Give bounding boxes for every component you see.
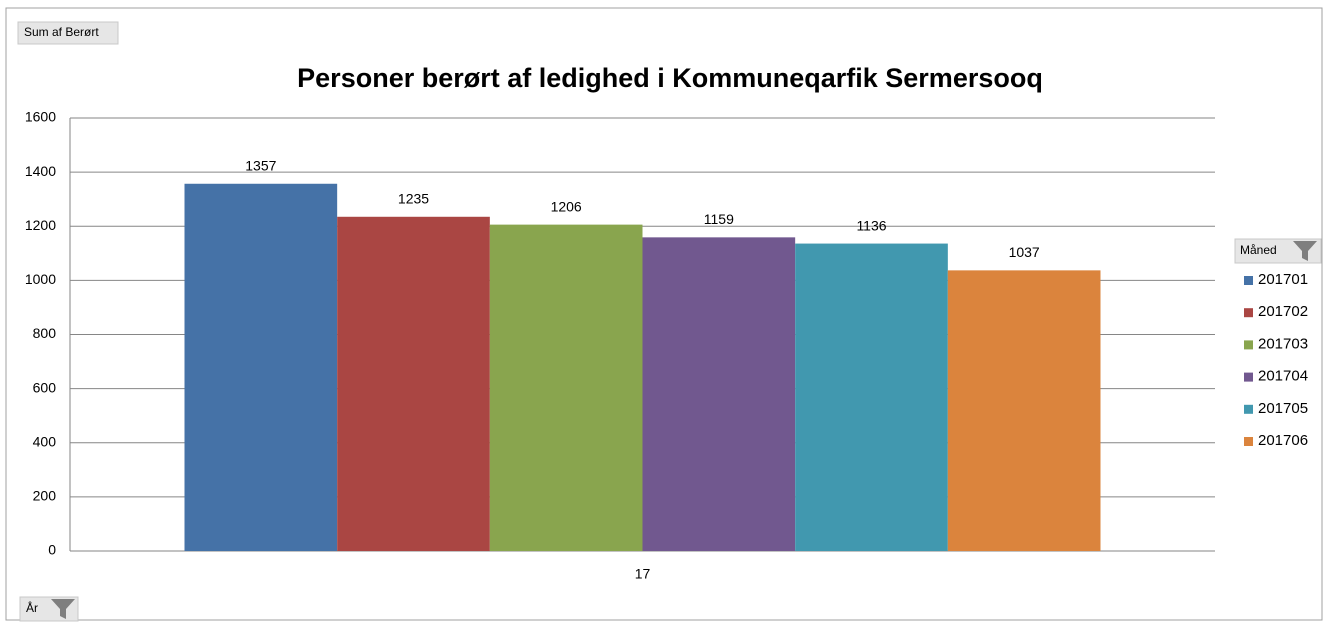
data-label: 1037 <box>1009 244 1040 260</box>
y-tick-label: 600 <box>33 379 57 395</box>
legend-label: 201702 <box>1258 303 1308 320</box>
legend-swatch <box>1244 340 1253 350</box>
data-label: 1136 <box>856 217 886 233</box>
y-tick-label: 1600 <box>25 109 56 125</box>
legend-title-button[interactable]: Måned <box>1234 238 1322 264</box>
legend-label: 201701 <box>1258 271 1308 288</box>
legend-label: 201703 <box>1258 335 1308 352</box>
y-tick-label: 200 <box>33 488 57 504</box>
y-tick-label: 1400 <box>25 163 56 179</box>
legend-title: Måned <box>1240 243 1277 257</box>
y-tick-label: 400 <box>33 433 57 449</box>
chart-title: Personer berørt af ledighed i Kommuneqar… <box>297 63 1043 93</box>
value-field-button[interactable]: Sum af Berørt <box>17 21 119 45</box>
bar <box>337 216 490 551</box>
legend-swatch <box>1244 372 1253 382</box>
bar <box>489 224 643 551</box>
data-label: 1206 <box>551 198 582 214</box>
y-tick-label: 0 <box>48 542 56 558</box>
bar <box>947 270 1101 551</box>
x-tick-label: 17 <box>635 566 651 582</box>
y-tick-label: 1000 <box>25 271 56 287</box>
legend-label: 201704 <box>1258 368 1308 385</box>
legend-swatch <box>1244 276 1253 285</box>
filter-icon <box>1293 241 1317 261</box>
data-label: 1159 <box>704 211 734 227</box>
legend-label: 201706 <box>1258 432 1308 449</box>
axis-field-label: År <box>26 600 38 615</box>
y-tick-label: 1200 <box>25 217 56 233</box>
legend-swatch <box>1244 437 1253 446</box>
bar <box>795 243 948 551</box>
bar <box>642 237 796 551</box>
value-field-label: Sum af Berørt <box>24 25 99 39</box>
y-tick-label: 800 <box>33 325 57 341</box>
bar <box>184 183 338 551</box>
filter-icon <box>51 599 75 619</box>
data-label: 1235 <box>398 190 429 206</box>
button-background <box>17 21 119 45</box>
legend-swatch <box>1244 308 1253 318</box>
axis-field-button[interactable]: År <box>19 596 79 622</box>
data-label: 1357 <box>245 157 276 173</box>
legend-swatch <box>1244 404 1253 414</box>
legend-label: 201705 <box>1258 400 1308 417</box>
